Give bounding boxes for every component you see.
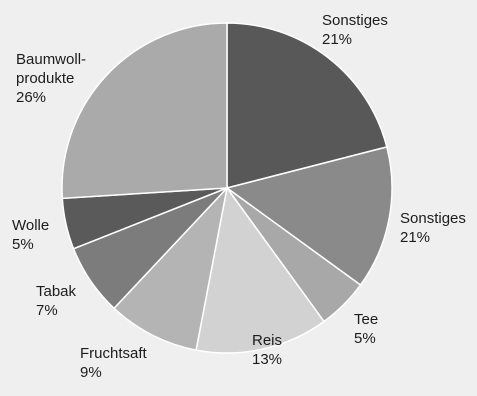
pie-slice	[195, 186, 326, 354]
pie-labels: Sonstiges 21% Sonstiges 21% Tee 5% Reis 13% Fruc…	[12, 12, 466, 381]
pie-slice	[226, 22, 388, 189]
slice-label: Baumwoll-produkte 26%	[16, 51, 86, 106]
slice-name: Fruchtsaft	[80, 345, 148, 362]
slice-percent: 26%	[16, 89, 46, 106]
slice-label: Tabak 7%	[36, 283, 77, 319]
pie-slice	[225, 146, 393, 287]
slice-name: Tee	[354, 311, 378, 328]
slice-label: Fruchtsaft 9%	[80, 345, 148, 381]
slice-percent: 9%	[80, 364, 102, 381]
slice-label: Sonstiges 21%	[400, 210, 466, 246]
slice-percent: 13%	[252, 351, 282, 368]
slice-label: Reis 13%	[252, 332, 282, 368]
slice-name: Wolle	[12, 217, 49, 234]
slice-label: Wolle 5%	[12, 217, 49, 253]
slice-percent: 7%	[36, 302, 58, 319]
slice-percent: 5%	[12, 236, 34, 253]
slice-name: produkte	[16, 70, 74, 87]
slice-name: Sonstiges	[322, 12, 388, 29]
pie-slices	[61, 22, 393, 354]
pie-slice	[112, 185, 229, 351]
slice-percent: 21%	[322, 31, 352, 48]
slice-name: Sonstiges	[400, 210, 466, 227]
slice-name: Baumwoll-	[16, 51, 86, 68]
slice-name: Reis	[252, 332, 282, 349]
slice-percent: 21%	[400, 229, 430, 246]
pie-slice	[61, 22, 228, 200]
slice-label: Tee 5%	[354, 311, 378, 347]
slice-label: Sonstiges 21%	[322, 12, 388, 48]
slice-name: Tabak	[36, 283, 77, 300]
slice-percent: 5%	[354, 330, 376, 347]
